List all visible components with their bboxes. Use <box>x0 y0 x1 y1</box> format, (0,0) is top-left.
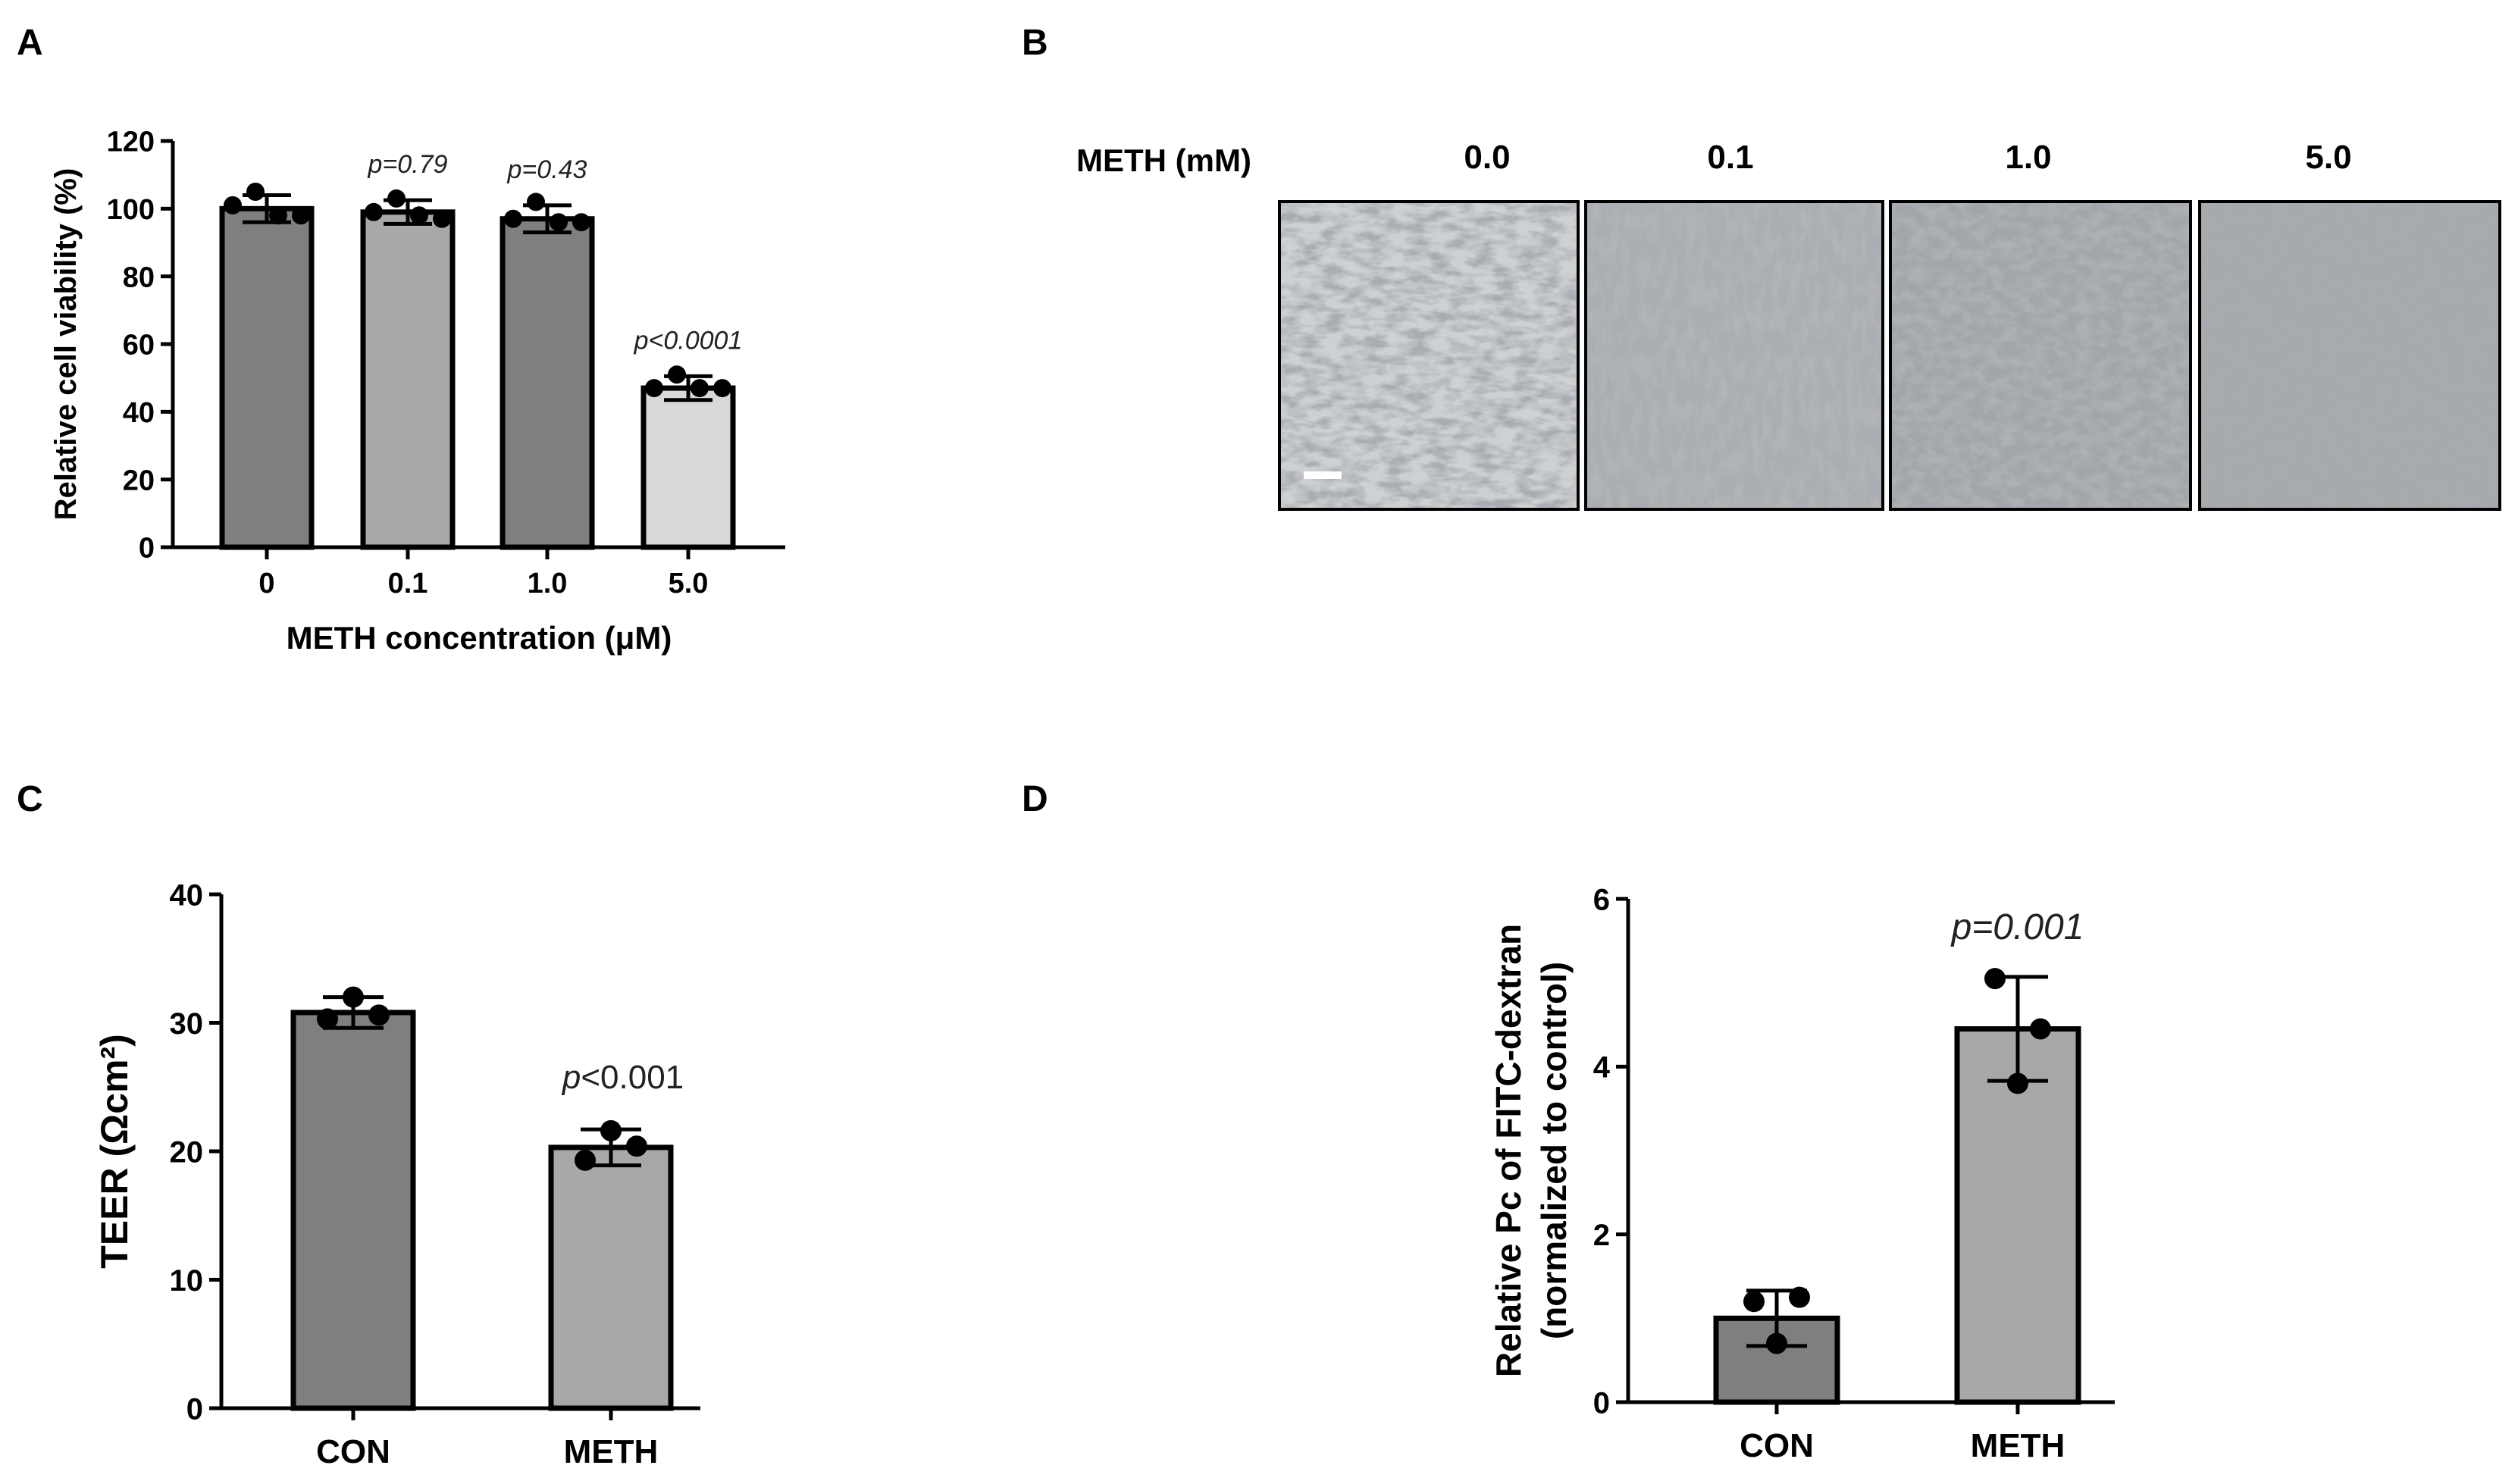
chart-a-cell-viability: 0 20 40 60 80 100 120 0 0.1 1.0 5.0 p=0.79 p=0.43 p<0… <box>49 127 785 656</box>
data-point-2-3 <box>572 213 590 232</box>
y-tick-label-1: 2 <box>1593 1219 1610 1252</box>
micrograph-3 <box>2198 200 2501 511</box>
panel-label-c: C <box>17 779 43 819</box>
y-tick-label-2: 20 <box>170 1135 204 1169</box>
x-tick-label-1: METH <box>564 1433 659 1470</box>
imaging-col-label-1: 0.1 <box>1707 139 1753 176</box>
micrograph-1 <box>1584 200 1884 511</box>
data-point-3-1 <box>668 365 686 384</box>
x-tick-label-1: 0.1 <box>388 568 428 600</box>
data-point-0-1 <box>1766 1332 1787 1354</box>
bar-0 <box>290 1010 416 1411</box>
panel-b-micrographs: METH (mM) 0.0 0.1 1.0 5.0 <box>1076 139 2501 511</box>
y-axis-title: TEER (Ωcm²) <box>93 1034 136 1269</box>
y-tick-label-0: 0 <box>186 1392 203 1426</box>
data-point-0-1 <box>343 986 364 1008</box>
y-axis-title-line-1: Relative Pc of FITC-dextran <box>1489 924 1528 1377</box>
micrograph-2 <box>1889 200 2192 511</box>
data-point-0-0 <box>1743 1291 1765 1313</box>
data-point-2-0 <box>504 209 522 228</box>
y-tick-label-6: 120 <box>107 127 155 158</box>
chart-d-fitc-dextran: 0 2 4 6 CON METH p=0.001 Relative Pc of FITC-de… <box>1489 883 2115 1464</box>
p-value-label-2: p=0.43 <box>507 155 587 184</box>
data-point-0-3 <box>292 206 310 225</box>
data-point-0-2 <box>368 1004 390 1026</box>
y-tick-label-2: 4 <box>1593 1051 1611 1085</box>
y-tick-label-5: 100 <box>107 194 155 226</box>
y-tick-label-1: 10 <box>170 1264 204 1298</box>
micrograph-0 <box>1278 200 1580 511</box>
y-axis-title: Relative cell viability (%) <box>49 168 83 521</box>
data-point-3-2 <box>691 379 709 398</box>
x-axis-title: METH concentration (μM) <box>287 620 672 656</box>
data-point-1-1 <box>387 189 406 208</box>
x-tick-label-0: CON <box>1740 1427 1814 1464</box>
data-point-0-2 <box>1789 1286 1810 1308</box>
data-point-3-3 <box>713 379 731 398</box>
y-tick-label-0: 0 <box>139 533 155 565</box>
y-tick-label-3: 6 <box>1593 883 1610 916</box>
data-point-1-1 <box>600 1119 622 1141</box>
y-axis-title-line-2: (normalized to control) <box>1534 962 1574 1339</box>
imaging-col-label-0: 0.0 <box>1464 139 1510 176</box>
data-point-1-2 <box>2030 1018 2051 1040</box>
x-tick-label-3: 5.0 <box>669 568 709 600</box>
x-tick-label-0: 0 <box>258 568 274 600</box>
bar-1 <box>360 209 456 550</box>
data-point-0-1 <box>246 183 265 201</box>
bar-3 <box>640 385 736 550</box>
imaging-row-label: METH (mM) <box>1076 142 1251 178</box>
y-tick-label-4: 80 <box>123 261 155 293</box>
y-tick-label-1: 20 <box>123 465 155 496</box>
x-tick-label-2: 1.0 <box>528 568 568 600</box>
data-point-1-0 <box>1984 968 2006 990</box>
x-tick-label-1: METH <box>1971 1427 2065 1464</box>
panel-label-a: A <box>17 23 43 63</box>
panel-label-b: B <box>1022 23 1048 63</box>
bar-2 <box>500 216 595 550</box>
y-tick-label-3: 60 <box>123 330 155 362</box>
data-point-2-2 <box>550 213 568 232</box>
data-point-0-0 <box>224 196 242 214</box>
data-point-3-0 <box>645 379 663 398</box>
panel-label-d: D <box>1022 779 1048 819</box>
p-value-label: p<0.001 <box>561 1059 684 1096</box>
y-tick-label-2: 40 <box>123 397 155 429</box>
data-point-0-2 <box>269 206 287 225</box>
p-value-label: p=0.001 <box>1950 907 2084 947</box>
p-value-label-3: p<0.0001 <box>634 326 743 355</box>
data-point-1-2 <box>626 1135 647 1157</box>
data-point-1-3 <box>433 209 451 228</box>
imaging-col-label-3: 5.0 <box>2305 139 2351 176</box>
data-point-1-2 <box>410 206 428 225</box>
bar-0 <box>219 205 315 550</box>
chart-c-teer: 0 10 20 30 40 CON METH p<0.001 TEER (Ωcm²) <box>93 878 700 1470</box>
data-point-1-0 <box>365 202 383 221</box>
imaging-col-label-2: 1.0 <box>2005 139 2051 176</box>
p-value-label-1: p=0.79 <box>368 150 448 179</box>
data-point-0-0 <box>317 1008 338 1030</box>
data-point-1-1 <box>2007 1072 2028 1094</box>
y-tick-label-4: 40 <box>170 878 204 912</box>
bar-1 <box>548 1144 674 1411</box>
y-tick-label-0: 0 <box>1593 1386 1610 1420</box>
data-point-2-1 <box>527 193 545 211</box>
x-tick-label-0: CON <box>316 1433 390 1470</box>
scale-bar <box>1304 471 1342 479</box>
data-point-1-0 <box>575 1149 596 1171</box>
y-tick-label-3: 30 <box>170 1007 204 1041</box>
